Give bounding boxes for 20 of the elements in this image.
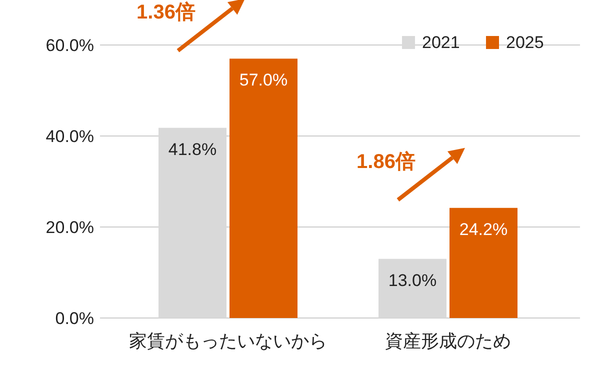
bar: [378, 258, 446, 318]
data-label: 13.0%: [388, 270, 437, 290]
x-tick-label: 家賃がもったいないから: [129, 331, 327, 351]
y-tick-label: 20.0%: [46, 218, 94, 237]
legend-label: 2021: [422, 33, 460, 52]
data-label: 57.0%: [239, 70, 288, 90]
annotation: 1.86倍: [356, 150, 416, 173]
bar: [450, 208, 518, 318]
legend-item: 2021: [402, 33, 460, 52]
y-tick-label: 60.0%: [46, 36, 94, 55]
y-tick-label: 40.0%: [46, 127, 94, 146]
data-label: 24.2%: [459, 220, 508, 239]
text: 1.36倍: [136, 0, 196, 24]
x-tick-label: 資産形成のため: [385, 331, 511, 351]
bar: [230, 58, 298, 318]
data-label: 41.8%: [168, 140, 217, 159]
legend-label: 2025: [506, 33, 544, 52]
bar: [158, 128, 226, 318]
y-tick-label: 0.0%: [55, 309, 94, 328]
legend-item: 2025: [486, 33, 544, 52]
